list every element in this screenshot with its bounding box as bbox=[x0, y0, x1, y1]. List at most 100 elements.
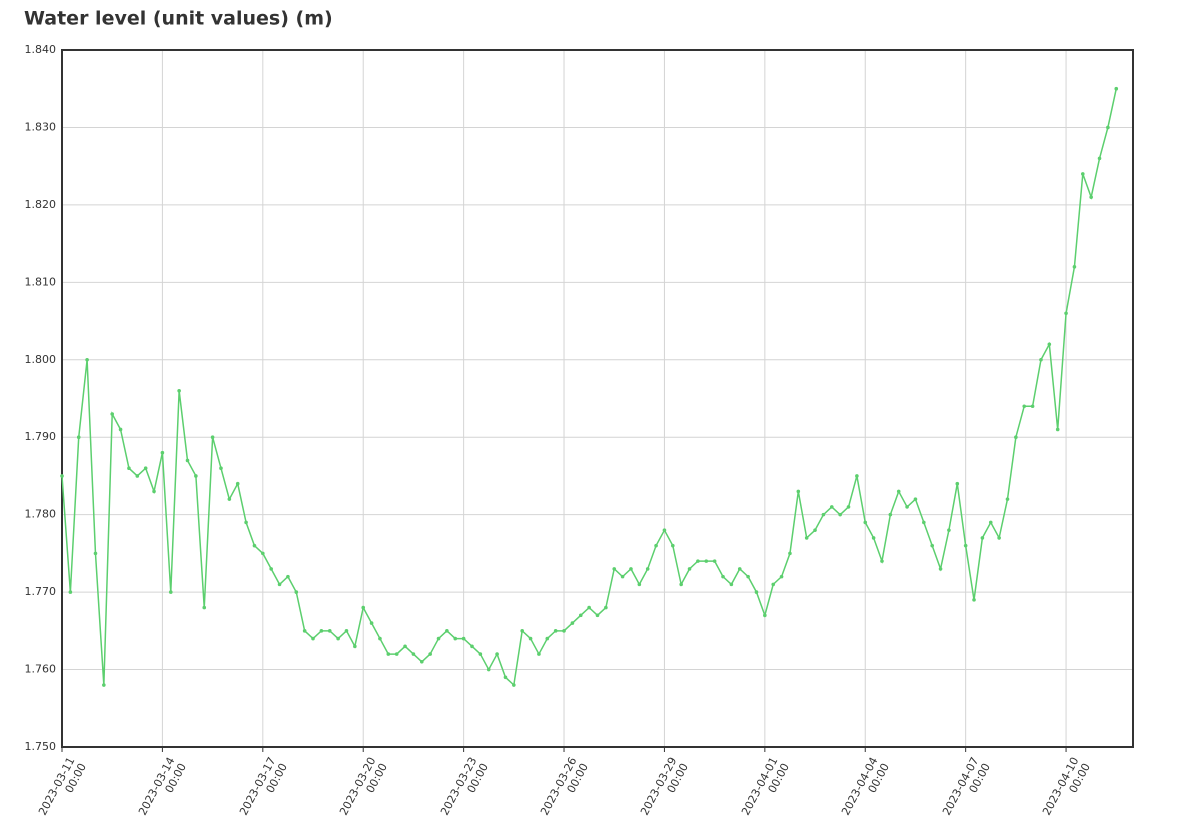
point bbox=[177, 388, 181, 393]
point bbox=[227, 497, 232, 501]
point bbox=[311, 636, 315, 641]
point bbox=[461, 636, 466, 641]
point bbox=[210, 435, 215, 440]
point bbox=[562, 629, 566, 633]
point bbox=[453, 636, 458, 641]
point bbox=[428, 652, 432, 656]
point bbox=[110, 412, 115, 416]
y-tick-label: 1.770 bbox=[25, 585, 57, 598]
point bbox=[679, 582, 683, 587]
point bbox=[160, 450, 165, 455]
point bbox=[704, 559, 709, 563]
point bbox=[804, 536, 809, 540]
point bbox=[378, 636, 382, 641]
point bbox=[102, 683, 106, 687]
point bbox=[1005, 497, 1010, 501]
point bbox=[645, 567, 650, 571]
point bbox=[687, 567, 692, 571]
point bbox=[629, 567, 633, 571]
y-tick-label: 1.780 bbox=[25, 508, 57, 521]
point bbox=[855, 474, 859, 478]
point bbox=[127, 466, 131, 471]
point bbox=[604, 605, 608, 610]
point bbox=[277, 582, 282, 587]
point bbox=[261, 551, 265, 556]
point bbox=[269, 567, 273, 571]
point bbox=[721, 574, 725, 579]
point bbox=[76, 435, 81, 440]
point bbox=[779, 574, 784, 579]
point bbox=[662, 528, 667, 532]
y-tick-label: 1.750 bbox=[25, 740, 57, 753]
point bbox=[1072, 265, 1077, 269]
point bbox=[118, 427, 123, 432]
point bbox=[1114, 86, 1119, 91]
point bbox=[202, 605, 207, 610]
point bbox=[771, 582, 776, 587]
point bbox=[1055, 427, 1060, 432]
point bbox=[838, 512, 842, 517]
y-tick-label: 1.820 bbox=[25, 198, 57, 211]
point bbox=[1097, 156, 1102, 161]
point bbox=[1039, 357, 1043, 362]
point bbox=[955, 481, 960, 486]
point bbox=[445, 629, 449, 633]
line bbox=[61, 88, 1118, 687]
point bbox=[612, 567, 617, 571]
point bbox=[1014, 435, 1018, 440]
point bbox=[486, 667, 491, 672]
point bbox=[1022, 404, 1027, 409]
point bbox=[578, 613, 583, 618]
point bbox=[436, 636, 441, 641]
point bbox=[68, 590, 73, 594]
point bbox=[512, 683, 516, 687]
point bbox=[302, 629, 307, 633]
point bbox=[988, 520, 993, 525]
point bbox=[394, 652, 399, 656]
point bbox=[1106, 125, 1110, 130]
point bbox=[595, 613, 600, 618]
point bbox=[1089, 195, 1093, 199]
point bbox=[327, 629, 332, 633]
point bbox=[135, 474, 140, 478]
point bbox=[846, 505, 851, 509]
point bbox=[963, 543, 968, 548]
point bbox=[478, 652, 483, 656]
point bbox=[938, 567, 943, 571]
point bbox=[369, 621, 374, 625]
point bbox=[796, 489, 801, 494]
point bbox=[729, 582, 734, 587]
point bbox=[194, 474, 198, 478]
point bbox=[871, 536, 876, 540]
point bbox=[930, 543, 934, 548]
point bbox=[587, 605, 591, 610]
y-tick-label: 1.830 bbox=[25, 120, 57, 133]
point bbox=[168, 590, 173, 594]
point bbox=[93, 551, 98, 556]
point bbox=[319, 629, 324, 633]
point bbox=[419, 660, 424, 664]
point bbox=[922, 520, 926, 525]
point bbox=[570, 621, 575, 625]
point bbox=[219, 466, 223, 471]
point bbox=[880, 559, 884, 563]
point bbox=[737, 567, 742, 571]
point bbox=[821, 512, 826, 517]
point bbox=[537, 652, 541, 656]
point bbox=[813, 528, 817, 532]
point bbox=[545, 636, 550, 641]
point bbox=[361, 605, 366, 610]
chart-title: Water level (unit values) (m) bbox=[24, 8, 333, 30]
point bbox=[637, 582, 642, 587]
point bbox=[152, 489, 156, 494]
point bbox=[746, 574, 750, 579]
point bbox=[403, 644, 407, 649]
point bbox=[997, 536, 1001, 540]
point bbox=[520, 629, 524, 633]
point bbox=[896, 489, 901, 494]
point bbox=[252, 543, 257, 548]
y-tick-label: 1.790 bbox=[25, 430, 57, 443]
point bbox=[386, 652, 391, 656]
point bbox=[654, 543, 658, 548]
